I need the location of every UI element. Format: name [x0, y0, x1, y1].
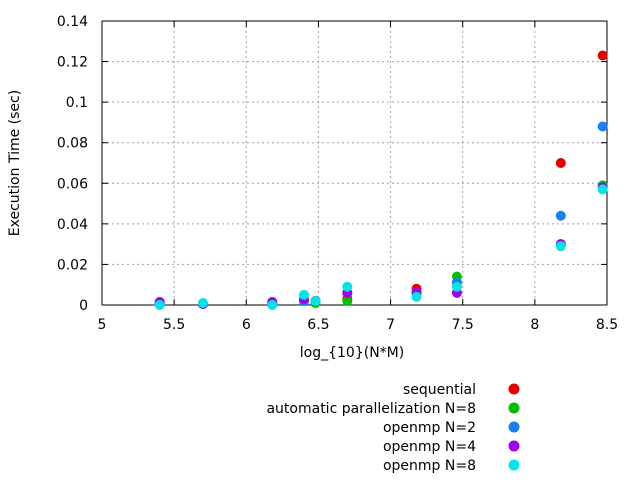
data-point	[555, 158, 566, 168]
x-tick-label: 6	[242, 317, 251, 333]
y-axis-ticks: 0 0.02 0.04 0.06 0.08 0.1 0.12 0.14	[57, 14, 607, 314]
x-axis-ticks: 5 5.5 6 6.5 7 7.5 8 8.5	[98, 21, 618, 333]
y-tick-label: 0.02	[57, 257, 88, 273]
y-tick-label: 0.08	[57, 136, 88, 152]
legend-label: openmp N=8	[383, 458, 476, 474]
series-2-points	[154, 180, 608, 309]
x-tick-label: 5.5	[163, 317, 185, 333]
data-point	[198, 297, 208, 308]
legend-marker	[508, 383, 520, 395]
legend-marker	[508, 459, 520, 471]
y-axis-label: Execution Time (sec)	[7, 90, 23, 236]
data-points	[154, 50, 608, 310]
series-3-points	[154, 121, 608, 309]
data-point	[411, 291, 422, 302]
data-point	[342, 281, 353, 292]
y-tick-label: 0.06	[57, 176, 88, 192]
x-axis-label: log_{10}(N*M)	[300, 345, 404, 361]
data-point	[597, 50, 608, 61]
x-tick-label: 8.5	[596, 317, 618, 333]
data-point	[555, 241, 566, 252]
x-tick-label: 7	[386, 317, 395, 333]
data-point	[267, 300, 278, 310]
x-tick-label: 7.5	[452, 317, 474, 333]
legend-marker	[508, 440, 520, 452]
grid-lines	[102, 21, 607, 305]
x-tick-label: 8	[530, 317, 539, 333]
legend-label: sequential	[403, 382, 476, 398]
legend-marker	[508, 421, 520, 433]
x-tick-label: 6.5	[307, 317, 329, 333]
legend-marker	[508, 402, 520, 414]
data-point	[451, 281, 462, 292]
legend: sequential automatic parallelization N=8 o…	[266, 382, 520, 474]
series-4-points	[154, 182, 608, 309]
plot-frame	[101, 20, 608, 306]
legend-label: openmp N=2	[383, 420, 476, 436]
data-point	[555, 210, 566, 221]
y-tick-label: 0.04	[57, 217, 88, 233]
data-point	[299, 289, 309, 300]
data-point	[154, 300, 165, 310]
x-tick-label: 5	[98, 317, 107, 333]
series-5-points	[154, 184, 608, 310]
y-tick-label: 0.1	[66, 95, 88, 111]
data-point	[310, 295, 321, 306]
data-point	[342, 295, 353, 306]
data-point	[597, 121, 608, 132]
legend-label: openmp N=4	[383, 439, 476, 455]
series-1-points	[154, 50, 608, 309]
data-point	[597, 184, 608, 195]
legend-label: automatic parallelization N=8	[266, 401, 476, 417]
y-tick-label: 0	[79, 298, 88, 314]
y-tick-label: 0.14	[57, 14, 88, 30]
y-tick-label: 0.12	[57, 55, 88, 71]
